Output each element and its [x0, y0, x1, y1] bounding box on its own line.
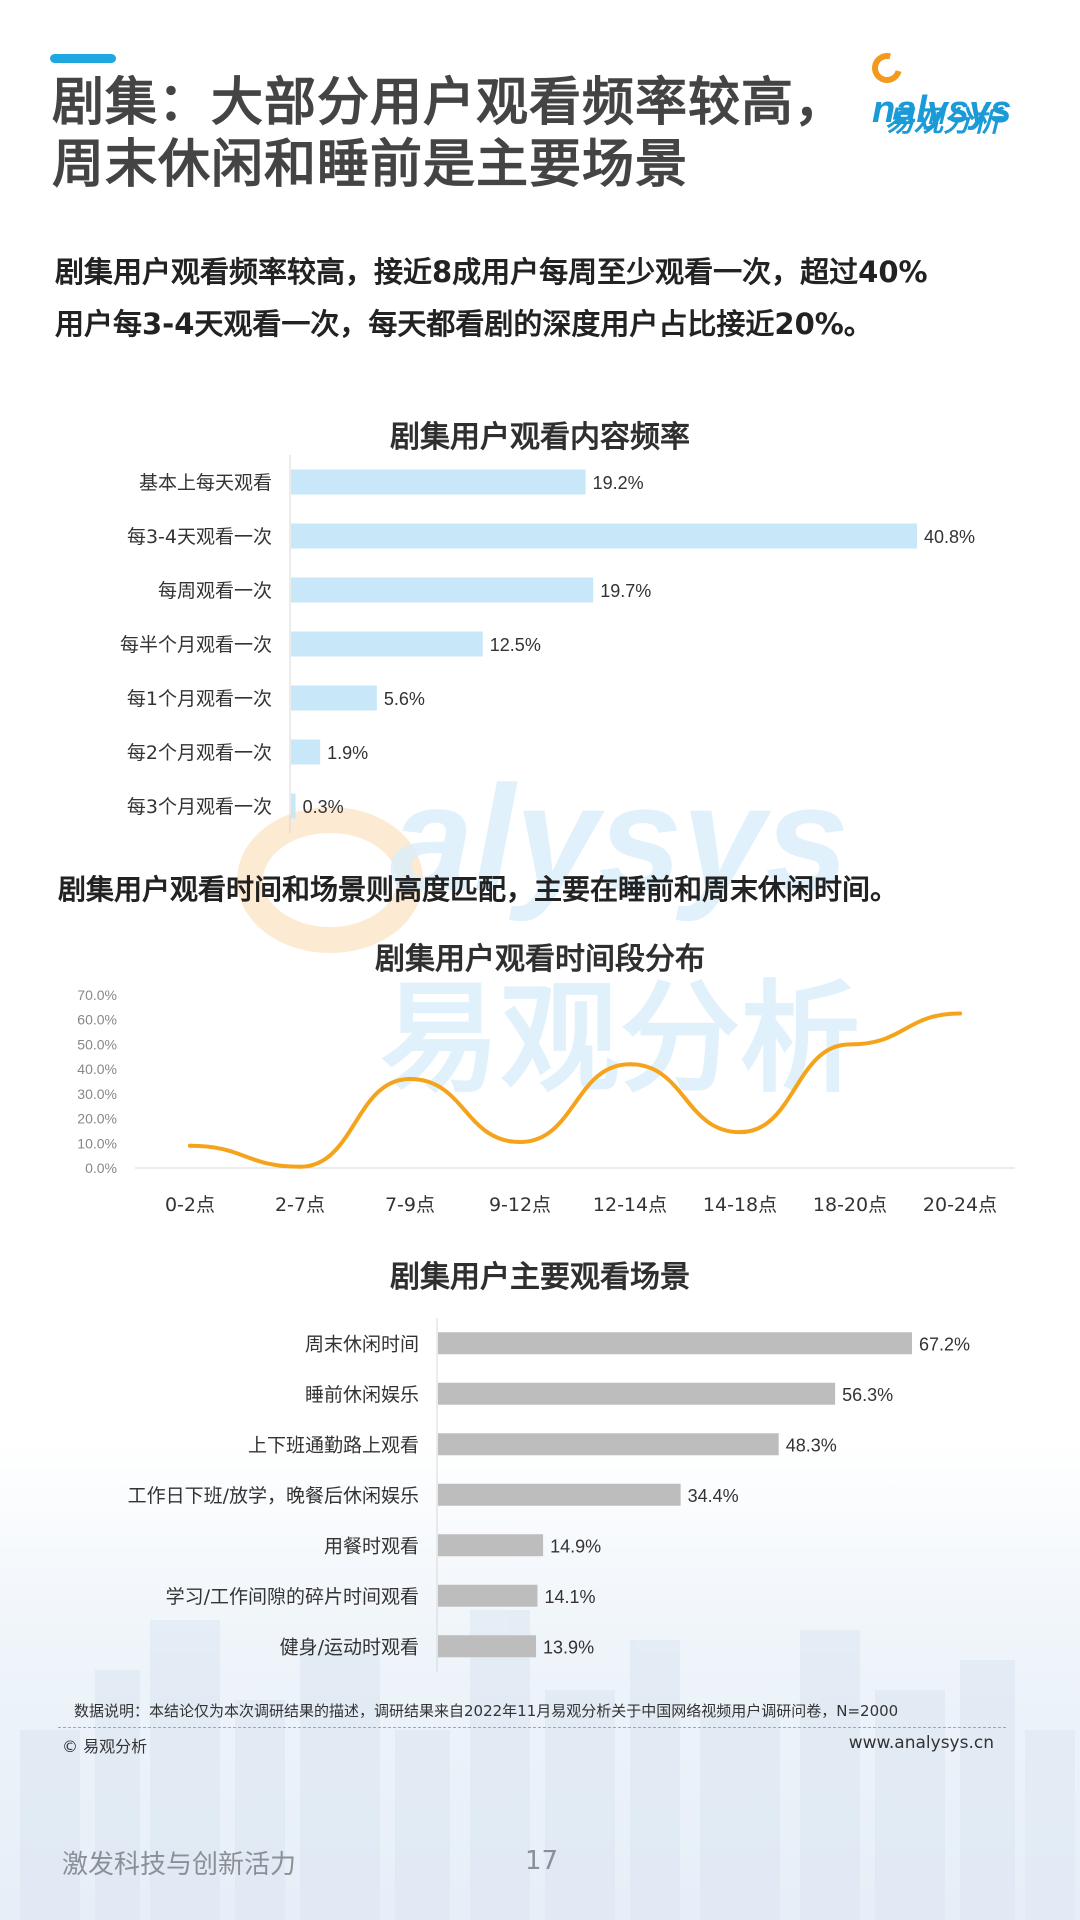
- scene-bar: [438, 1635, 537, 1658]
- analysys-logo: nalysys 易观分析: [850, 46, 1035, 146]
- frequency-value-label: 19.2%: [593, 473, 644, 493]
- time-x-tick-label: 14-18点: [703, 1194, 777, 1216]
- time-data-point: [738, 1130, 742, 1135]
- scene-chart-title: 剧集用户主要观看场景: [390, 1260, 690, 1295]
- frequency-value-label: 0.3%: [303, 797, 344, 817]
- frequency-value-label: 5.6%: [384, 689, 425, 709]
- frequency-category-label: 每周观看一次: [158, 580, 272, 602]
- frequency-category-label: 每2个月观看一次: [127, 742, 272, 764]
- scene-bar: [438, 1332, 912, 1355]
- scene-bar: [438, 1534, 544, 1557]
- time-data-point: [518, 1140, 522, 1145]
- time-data-point: [408, 1077, 412, 1082]
- frequency-bar: [291, 523, 917, 549]
- logo-cn-text: 易观分析: [885, 104, 1002, 138]
- intro-line1: 剧集用户观看频率较高，接近8成用户每周至少观看一次，超过40%: [55, 255, 928, 289]
- frequency-bar: [291, 793, 296, 819]
- scene-category-label: 工作日下班/放学，晚餐后休闲娱乐: [128, 1485, 419, 1507]
- scene-category-label: 学习/工作间隙的碎片时间观看: [166, 1586, 419, 1608]
- intro-line2: 用户每3-4天观看一次，每天都看剧的深度用户占比接近20%。: [55, 307, 873, 341]
- time-data-point: [628, 1062, 632, 1067]
- scene-value-label: 48.3%: [786, 1435, 837, 1455]
- scene-category-label: 睡前休闲娱乐: [305, 1384, 419, 1406]
- frequency-value-label: 12.5%: [490, 635, 541, 655]
- frequency-chart-title: 剧集用户观看内容频率: [390, 420, 690, 455]
- copyright-text: © 易观分析: [62, 1737, 148, 1756]
- scene-category-label: 健身/运动时观看: [280, 1636, 419, 1658]
- scene-category-label: 周末休闲时间: [305, 1333, 419, 1355]
- city-skyline-background: [0, 1440, 1080, 1920]
- footer-divider: [58, 1727, 1006, 1728]
- time-data-point: [188, 1143, 192, 1148]
- time-line-chart: 0.0% 10.0% 20.0% 30.0% 40.0% 50.0% 60.0% 70.0% 0…: [77, 987, 1015, 1216]
- logo-en: nalysys: [866, 46, 1035, 132]
- time-data-point: [848, 1042, 852, 1047]
- frequency-value-label: 19.7%: [600, 581, 651, 601]
- time-y-tick-label: 40.0%: [77, 1061, 117, 1077]
- slogan-text: 激发科技与创新活力: [62, 1850, 297, 1880]
- time-y-tick-label: 70.0%: [77, 987, 117, 1003]
- time-data-point: [298, 1164, 302, 1169]
- logo-en-text: nalysys: [872, 89, 1012, 131]
- time-x-tick-label: 2-7点: [275, 1194, 325, 1216]
- time-y-tick-label: 50.0%: [77, 1036, 117, 1052]
- scene-bar: [438, 1584, 538, 1607]
- scene-value-label: 34.4%: [688, 1486, 739, 1506]
- frequency-bar-chart: 基本上每天观看 19.2% 每3-4天观看一次 40.8% 每周观看一次 19.7% 每半个…: [120, 455, 975, 833]
- time-series-line: [188, 1011, 962, 1169]
- frequency-value-label: 1.9%: [327, 743, 368, 763]
- skyline-illustration: [20, 1610, 1075, 1920]
- time-y-tick-label: 60.0%: [77, 1012, 117, 1028]
- frequency-category-label: 每3个月观看一次: [127, 796, 272, 818]
- time-x-tick-label: 7-9点: [385, 1194, 435, 1216]
- scene-category-label: 用餐时观看: [324, 1535, 419, 1557]
- frequency-bar: [291, 577, 594, 603]
- frequency-category-label: 每1个月观看一次: [127, 688, 272, 710]
- page-title: 剧集：大部分用户观看频率较高， 周末休闲和睡前是主要场景: [52, 72, 892, 196]
- frequency-value-label: 40.8%: [924, 527, 975, 547]
- frequency-bar: [291, 685, 377, 711]
- time-x-tick-label: 0-2点: [165, 1194, 215, 1216]
- time-x-tick-label: 9-12点: [489, 1194, 551, 1216]
- scene-value-label: 67.2%: [919, 1334, 970, 1354]
- time-data-point: [958, 1011, 962, 1016]
- scene-value-label: 14.1%: [544, 1587, 595, 1607]
- time-y-tick-label: 30.0%: [77, 1086, 117, 1102]
- scene-bar: [438, 1433, 779, 1456]
- website-link[interactable]: www.analysys.cn: [848, 1733, 994, 1753]
- time-y-tick-label: 0.0%: [85, 1160, 117, 1176]
- title-accent-bar: [50, 54, 116, 63]
- section-note: 剧集用户观看时间和场景则高度匹配，主要在睡前和周末休闲时间。: [58, 873, 899, 906]
- time-y-tick-label: 20.0%: [77, 1111, 117, 1127]
- frequency-category-label: 每半个月观看一次: [120, 634, 272, 656]
- frequency-bar: [291, 739, 321, 765]
- page-title-line2: 周末休闲和睡前是主要场景: [52, 135, 689, 195]
- time-x-tick-label: 18-20点: [813, 1194, 887, 1216]
- page-title-line1: 剧集：大部分用户观看频率较高，: [52, 73, 848, 133]
- data-footnote: 数据说明：本结论仅为本次调研结果的描述，调研结果来自2022年11月易观分析关于…: [74, 1702, 899, 1720]
- intro-paragraph: 剧集用户观看频率较高，接近8成用户每周至少观看一次，超过40% 用户每3-4天观…: [55, 246, 1035, 350]
- scene-value-label: 13.9%: [543, 1637, 594, 1657]
- time-x-tick-label: 20-24点: [923, 1194, 997, 1216]
- frequency-category-label: 基本上每天观看: [139, 472, 272, 494]
- time-chart-title: 剧集用户观看时间段分布: [375, 942, 705, 977]
- logo-ring-icon: [866, 47, 908, 89]
- scene-value-label: 56.3%: [842, 1385, 893, 1405]
- scene-bar: [438, 1382, 836, 1405]
- page-number: 17: [525, 1846, 559, 1876]
- scene-category-label: 上下班通勤路上观看: [248, 1434, 419, 1456]
- time-y-tick-label: 10.0%: [77, 1135, 117, 1151]
- scene-bar: [438, 1483, 681, 1506]
- frequency-bar: [291, 469, 586, 495]
- frequency-category-label: 每3-4天观看一次: [127, 526, 272, 548]
- scene-value-label: 14.9%: [550, 1536, 601, 1556]
- time-x-tick-label: 12-14点: [593, 1194, 667, 1216]
- scene-bar-chart: 周末休闲时间 67.2% 睡前休闲娱乐 56.3% 上下班通勤路上观看 48.3% 工作日下…: [128, 1318, 970, 1672]
- frequency-bar: [291, 631, 483, 657]
